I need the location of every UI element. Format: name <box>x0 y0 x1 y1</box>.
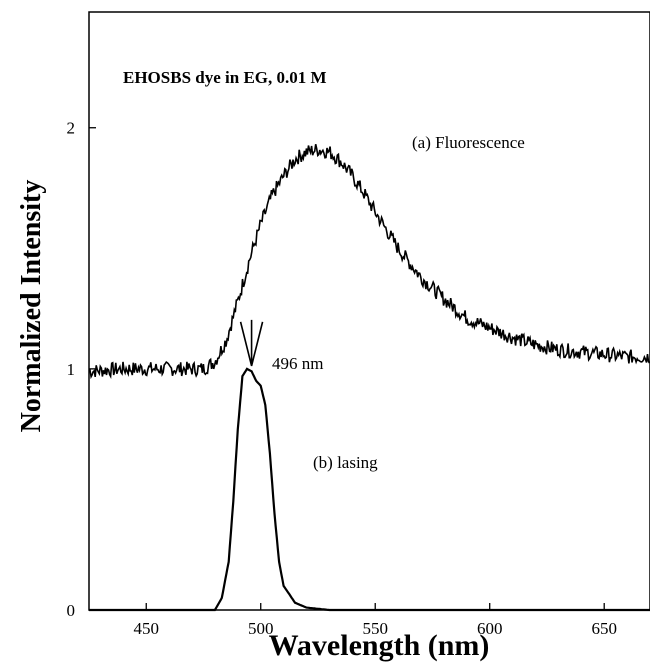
annotation-peak: 496 nm <box>272 354 323 373</box>
y-tick-label-0: 0 <box>67 601 76 620</box>
series-fluorescence <box>88 144 650 380</box>
annotation-lasing: (b) lasing <box>313 453 378 472</box>
plot-frame <box>88 11 650 611</box>
x-tick-label-450: 450 <box>133 619 159 638</box>
annotation-sample: EHOSBS dye in EG, 0.01 M <box>123 68 327 87</box>
x-tick-label-600: 600 <box>477 619 503 638</box>
x-tick-label-500: 500 <box>248 619 274 638</box>
plot-area: 450 500 550 600 650 0 1 2 <box>67 11 650 638</box>
x-tick-label-650: 650 <box>591 619 617 638</box>
x-tick-label-550: 550 <box>362 619 388 638</box>
x-axis-title: Wavelength (nm) <box>269 629 490 662</box>
peak-arrow <box>239 319 264 367</box>
series-lasing <box>89 367 650 612</box>
y-axis-title: Normalized Intensity <box>16 180 47 433</box>
annotation-fluorescence: (a) Fluorescence <box>412 133 525 152</box>
y-tick-label-2: 2 <box>67 119 76 138</box>
y-tick-label-1: 1 <box>67 360 76 379</box>
